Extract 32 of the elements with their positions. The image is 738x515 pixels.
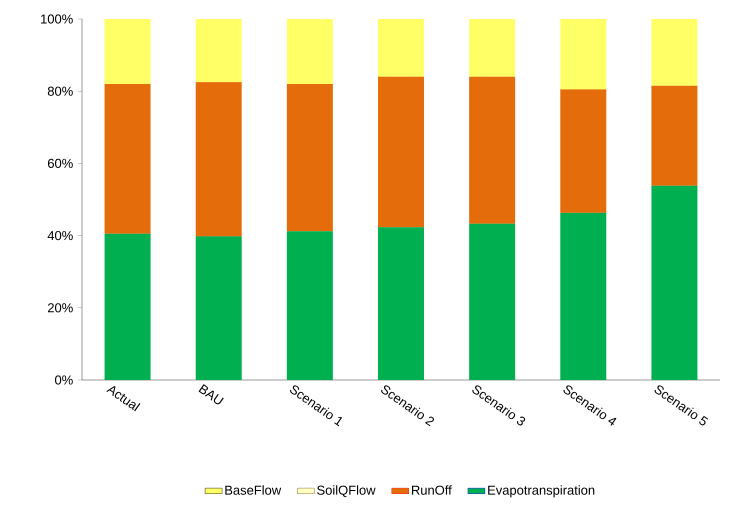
bar [378,18,424,77]
legend-label: BaseFlow [225,485,282,495]
y-tick-label: 60% [48,158,73,168]
legend-label: SoilQFlow [317,485,376,498]
bar [651,18,698,86]
y-tick-label: 100% [41,14,73,24]
bar [286,18,333,84]
bar [469,224,516,380]
bar [560,89,606,213]
bar [104,84,151,234]
bar [469,18,516,77]
bar [560,212,606,380]
x-tick-label: BAU [198,384,224,404]
bar [286,84,333,232]
legend-label: RunOff [412,485,452,495]
bar [104,18,151,84]
bar [378,227,424,380]
bar [651,186,698,380]
bar [378,76,424,228]
y-tick-label: 0% [55,375,73,385]
y-tick-label: 80% [48,86,73,96]
bar [104,234,151,380]
bar [196,236,242,380]
bar [196,82,242,236]
bar [469,76,516,224]
y-tick-label: 20% [48,303,73,312]
legend-label: Evapotranspiration [488,485,594,498]
y-tick-label: 40% [48,231,73,240]
bar [560,18,606,90]
bar [651,86,698,186]
bar [286,231,333,380]
bar [196,18,242,82]
